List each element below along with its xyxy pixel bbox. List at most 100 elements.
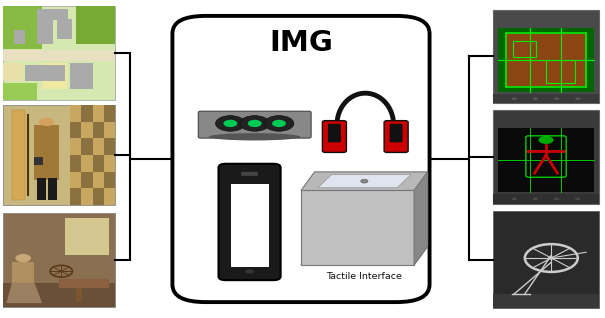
Circle shape bbox=[59, 270, 64, 273]
Bar bbox=[12, 262, 34, 298]
Bar bbox=[506, 33, 586, 87]
Polygon shape bbox=[7, 282, 42, 303]
Bar bbox=[81, 155, 93, 172]
Bar bbox=[104, 105, 115, 122]
Circle shape bbox=[533, 197, 538, 200]
Circle shape bbox=[361, 179, 368, 183]
Circle shape bbox=[548, 256, 554, 260]
Bar bbox=[34, 157, 44, 165]
Bar bbox=[3, 6, 42, 49]
Bar bbox=[93, 188, 104, 205]
Bar bbox=[81, 122, 93, 138]
Bar bbox=[493, 94, 599, 103]
Polygon shape bbox=[414, 172, 428, 265]
FancyBboxPatch shape bbox=[328, 124, 341, 142]
FancyBboxPatch shape bbox=[384, 121, 408, 152]
Bar bbox=[3, 83, 36, 100]
Bar bbox=[93, 122, 104, 138]
Bar bbox=[59, 279, 110, 288]
FancyBboxPatch shape bbox=[322, 121, 347, 152]
Circle shape bbox=[512, 97, 517, 100]
Circle shape bbox=[554, 97, 559, 100]
Circle shape bbox=[575, 97, 580, 100]
Bar bbox=[57, 18, 73, 39]
Bar bbox=[76, 6, 115, 44]
Polygon shape bbox=[318, 175, 411, 188]
Bar bbox=[34, 125, 59, 180]
FancyBboxPatch shape bbox=[390, 124, 402, 142]
Bar bbox=[36, 16, 53, 44]
Bar bbox=[70, 122, 81, 138]
Bar bbox=[70, 105, 81, 122]
Bar bbox=[70, 188, 81, 205]
Bar bbox=[3, 50, 115, 61]
Bar bbox=[3, 283, 115, 307]
Bar bbox=[12, 110, 25, 200]
Bar bbox=[493, 10, 599, 103]
Circle shape bbox=[554, 197, 559, 200]
Bar bbox=[493, 110, 599, 204]
Circle shape bbox=[39, 118, 54, 126]
Bar bbox=[70, 155, 81, 172]
Bar bbox=[93, 105, 104, 122]
Bar bbox=[81, 172, 93, 188]
Bar bbox=[42, 63, 67, 89]
Bar bbox=[493, 194, 599, 204]
Circle shape bbox=[15, 254, 31, 262]
Circle shape bbox=[272, 120, 286, 127]
Bar bbox=[48, 178, 57, 200]
Bar bbox=[3, 63, 23, 81]
Bar bbox=[81, 105, 93, 122]
FancyBboxPatch shape bbox=[172, 16, 430, 302]
Circle shape bbox=[245, 269, 254, 274]
Bar bbox=[104, 188, 115, 205]
Bar bbox=[15, 30, 25, 44]
Circle shape bbox=[533, 97, 538, 100]
Bar bbox=[104, 155, 115, 172]
Bar bbox=[3, 105, 115, 205]
Bar bbox=[546, 60, 575, 83]
Bar bbox=[104, 138, 115, 155]
Bar bbox=[104, 172, 115, 188]
Bar bbox=[499, 28, 594, 92]
Polygon shape bbox=[301, 172, 428, 190]
Bar bbox=[3, 213, 115, 307]
Circle shape bbox=[512, 197, 517, 200]
Ellipse shape bbox=[209, 133, 301, 141]
Polygon shape bbox=[301, 190, 414, 265]
Bar bbox=[70, 63, 93, 89]
Bar bbox=[65, 218, 110, 255]
Bar bbox=[81, 138, 93, 155]
Circle shape bbox=[264, 116, 294, 131]
Polygon shape bbox=[301, 246, 428, 265]
Bar bbox=[499, 128, 594, 192]
Bar bbox=[231, 184, 269, 266]
Bar bbox=[76, 288, 82, 302]
Bar bbox=[70, 172, 81, 188]
FancyBboxPatch shape bbox=[218, 164, 281, 280]
Bar bbox=[3, 6, 115, 100]
Bar bbox=[512, 41, 537, 57]
Bar bbox=[93, 138, 104, 155]
Text: IMG: IMG bbox=[269, 29, 333, 57]
FancyBboxPatch shape bbox=[198, 111, 311, 138]
Text: Tactile Interface: Tactile Interface bbox=[327, 272, 402, 280]
FancyBboxPatch shape bbox=[241, 172, 258, 176]
Bar bbox=[36, 9, 68, 20]
Circle shape bbox=[575, 197, 580, 200]
Circle shape bbox=[223, 120, 237, 127]
Bar bbox=[493, 211, 599, 308]
Bar bbox=[493, 294, 599, 308]
Circle shape bbox=[215, 116, 245, 131]
Bar bbox=[104, 122, 115, 138]
Bar bbox=[25, 65, 65, 81]
Circle shape bbox=[248, 120, 261, 127]
Circle shape bbox=[240, 116, 269, 131]
Bar bbox=[81, 188, 93, 205]
Bar bbox=[93, 172, 104, 188]
Bar bbox=[36, 178, 45, 200]
Bar bbox=[506, 33, 586, 87]
Circle shape bbox=[538, 136, 554, 144]
Bar bbox=[93, 155, 104, 172]
Bar bbox=[70, 138, 81, 155]
